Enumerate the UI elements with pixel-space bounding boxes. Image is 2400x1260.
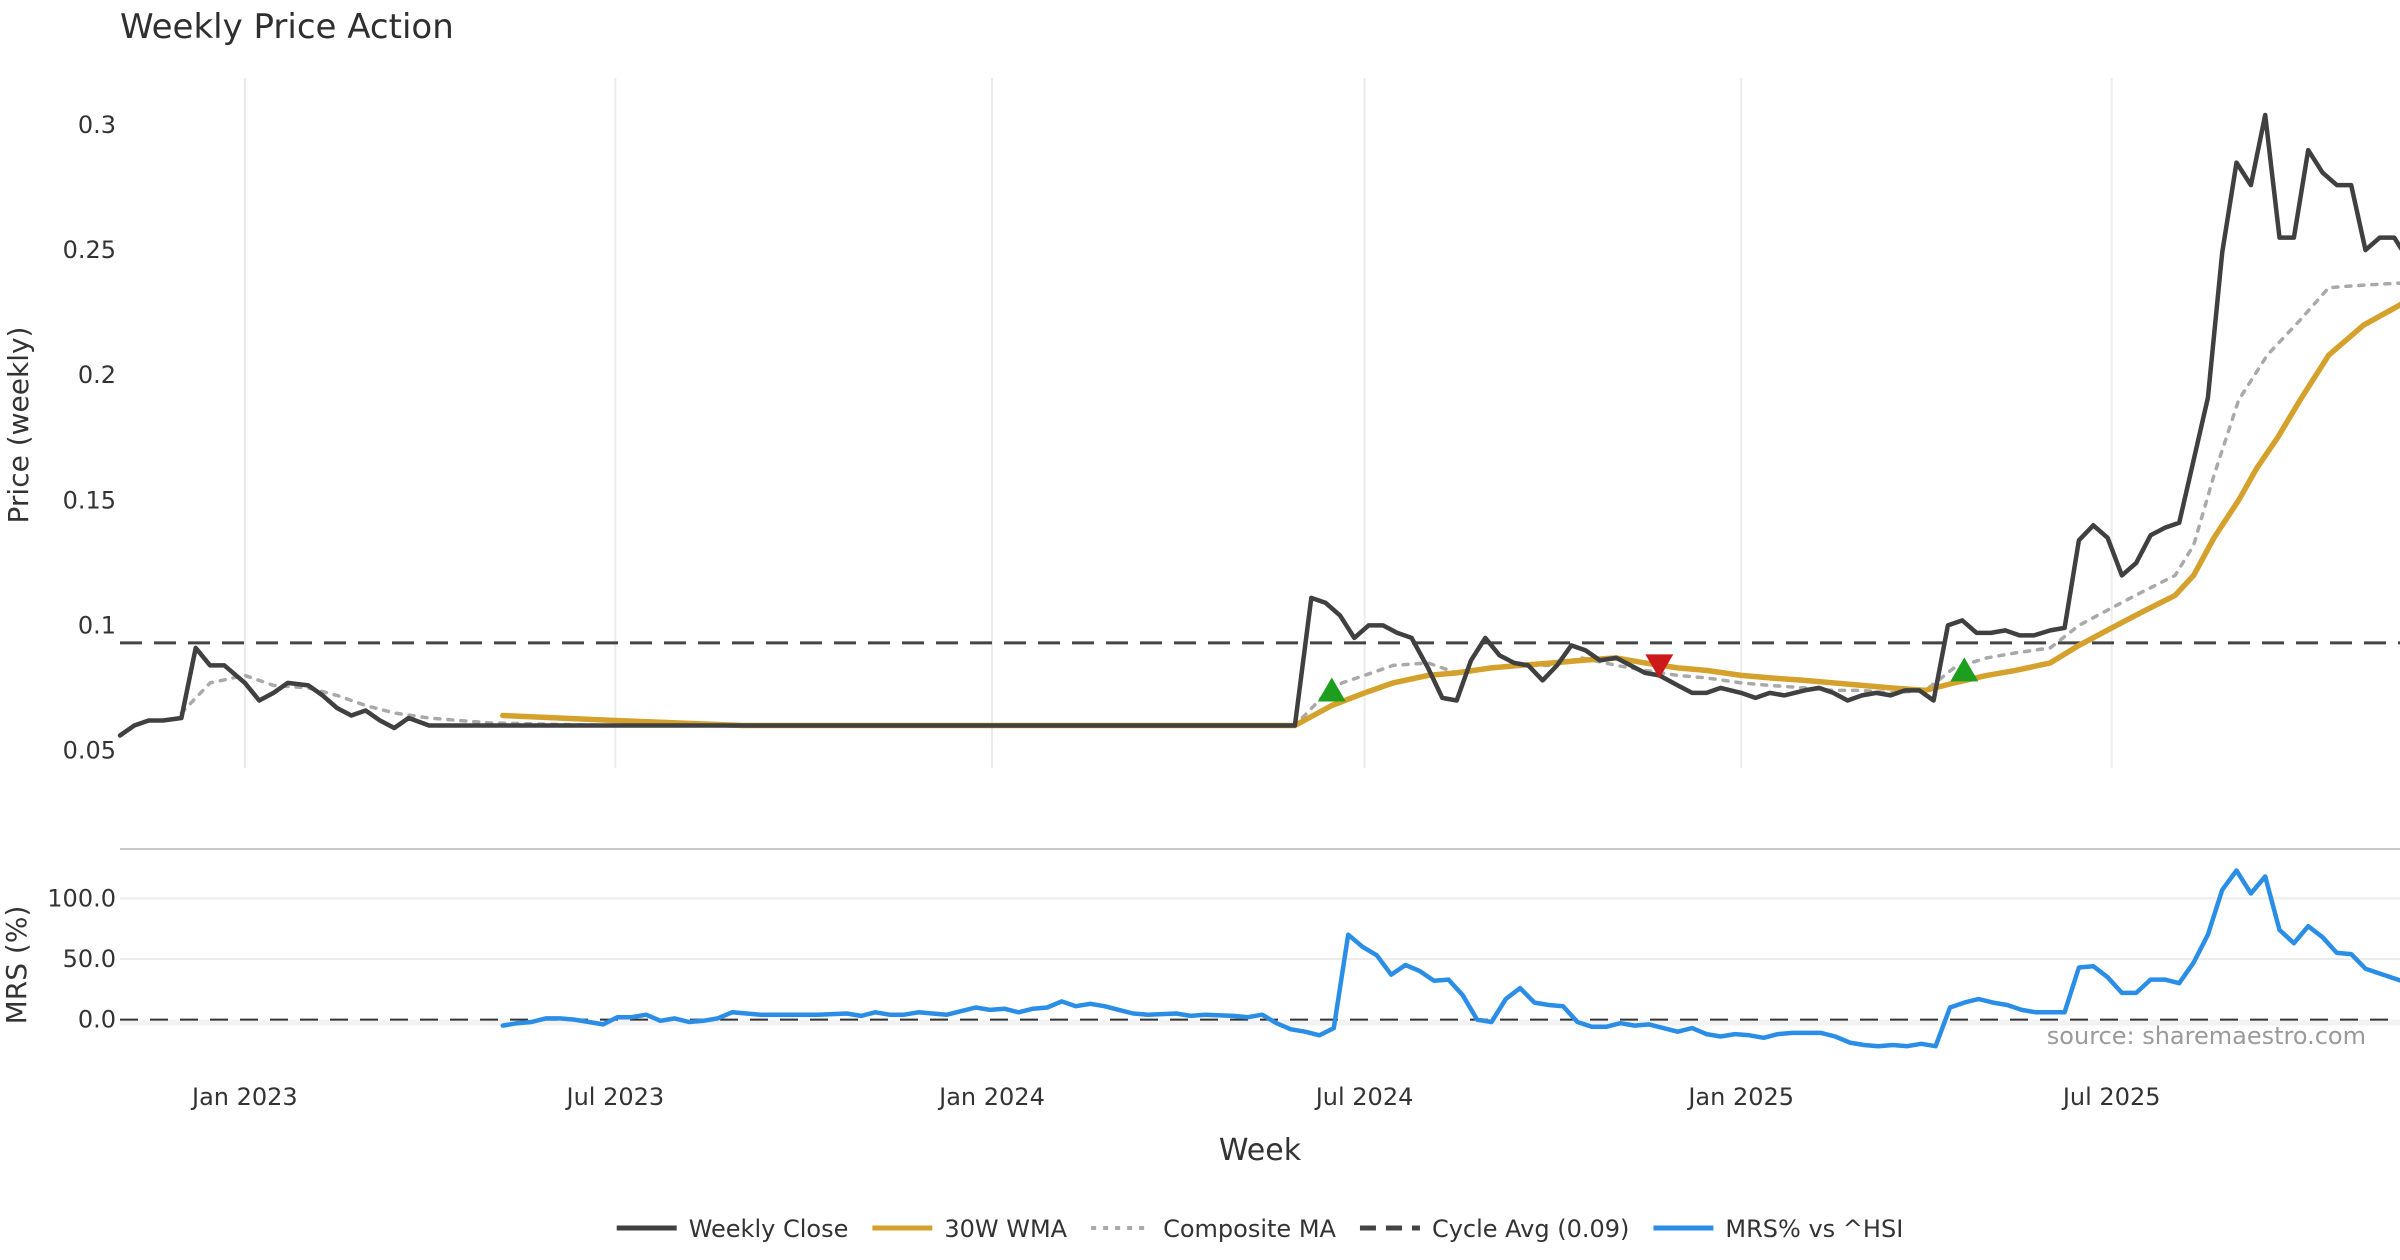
sell-signal-marker — [1645, 654, 1674, 679]
mrs-series — [500, 868, 2400, 1049]
x-tick-label: Jan 2023 — [190, 1083, 298, 1111]
mrs-y-tick-label: 0.0 — [78, 1006, 116, 1034]
x-tick-label: Jan 2024 — [937, 1083, 1045, 1111]
price-grid — [243, 78, 2113, 768]
x-axis-label: Week — [1219, 1133, 1302, 1168]
price-y-tick-label: 0.1 — [78, 611, 116, 639]
series-line-30w-wma — [500, 301, 2400, 729]
price-panel: 0.05 0.1 0.15 0.2 0.25 0.3 Price (weekly) — [2, 78, 2400, 768]
buy-signal-marker — [1317, 677, 1346, 702]
price-y-tick-label: 0.25 — [63, 236, 116, 264]
source-attribution: source: sharemaestro.com — [2047, 1022, 2366, 1050]
price-markers — [1317, 654, 1979, 702]
legend-label: Weekly Close — [689, 1215, 849, 1243]
price-series — [117, 112, 2400, 738]
series-line-weekly-close — [117, 112, 2400, 738]
legend-label: MRS% vs ^HSI — [1725, 1215, 1903, 1243]
legend-label: Cycle Avg (0.09) — [1432, 1215, 1629, 1243]
mrs-grid — [120, 897, 2400, 1026]
legend: Weekly Close 30W WMA Composite MA Cycle Avg… — [616, 1215, 1903, 1243]
mrs-y-tick-label: 100.0 — [47, 884, 116, 912]
price-y-tick-label: 0.3 — [78, 111, 116, 139]
price-y-axis-label: Price (weekly) — [2, 327, 35, 524]
mrs-y-axis-label: MRS (%) — [0, 906, 33, 1025]
chart-title: Weekly Price Action — [120, 7, 454, 47]
x-tick-label: Jan 2025 — [1686, 1083, 1794, 1111]
price-y-ticks: 0.05 0.1 0.15 0.2 0.25 0.3 — [63, 111, 116, 764]
buy-signal-marker — [1950, 657, 1979, 682]
mrs-y-tick-label: 50.0 — [63, 945, 116, 973]
mrs-zero-band — [120, 1019, 2400, 1026]
x-tick-label: Jul 2023 — [565, 1083, 665, 1111]
x-axis-ticks: Jan 2023 Jul 2023 Jan 2024 Jul 2024 Jan 2025… — [190, 1083, 2161, 1111]
legend-label: Composite MA — [1163, 1215, 1336, 1243]
price-y-tick-label: 0.05 — [63, 736, 116, 764]
x-tick-label: Jul 2024 — [1314, 1083, 1414, 1111]
series-line-mrs — [500, 868, 2400, 1049]
x-tick-label: Jul 2025 — [2061, 1083, 2161, 1111]
legend-label: 30W WMA — [944, 1215, 1067, 1243]
mrs-panel: 0.0 50.0 100.0 source: sharemaestro.com MR… — [0, 868, 2400, 1050]
price-y-tick-label: 0.15 — [63, 486, 116, 514]
mrs-y-ticks: 0.0 50.0 100.0 — [47, 884, 116, 1033]
price-y-tick-label: 0.2 — [78, 361, 116, 389]
